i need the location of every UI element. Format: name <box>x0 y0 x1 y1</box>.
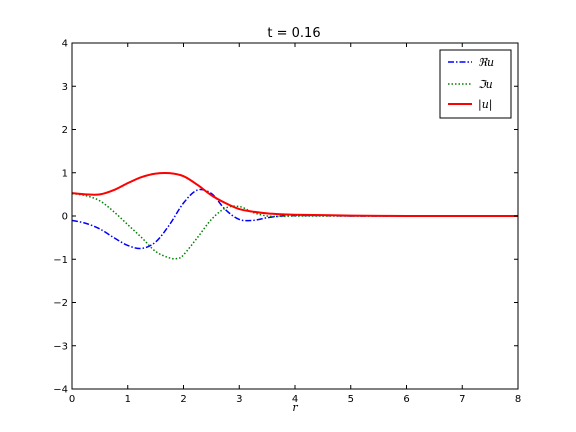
legend-label-imag: ℑu <box>478 78 493 91</box>
legend-box <box>439 49 512 119</box>
series-line-2 <box>71 171 518 218</box>
y-tick-label: 1 <box>62 168 68 179</box>
x-tick-label: 4 <box>292 394 298 405</box>
x-tick-label: 2 <box>180 394 186 405</box>
y-tick-label: 3 <box>62 82 68 93</box>
y-tick-label: −4 <box>53 385 68 396</box>
y-tick-label: 4 <box>62 39 68 50</box>
x-tick-label: 6 <box>403 394 409 405</box>
axis-ticks: 0 1 2 3 4 5 6 7 8 −4 −3 −2 −1 0 1 2 3 4 <box>53 39 521 406</box>
legend: ℜu ℑu |u| <box>439 49 512 119</box>
x-tick-label: 8 <box>515 394 521 405</box>
y-tick-label: 0 <box>62 212 68 223</box>
chart-title: t = 0.16 <box>267 26 320 41</box>
x-tick-label: 0 <box>69 394 75 405</box>
series-layer <box>71 171 518 260</box>
x-tick-label: 7 <box>459 394 465 405</box>
y-tick-label: 2 <box>62 125 68 136</box>
legend-label-abs: |u| <box>478 98 493 112</box>
x-axis-label: r <box>292 401 298 414</box>
x-tick-label: 5 <box>348 394 354 405</box>
x-tick-label: 3 <box>236 394 242 405</box>
x-tick-label: 1 <box>125 394 131 405</box>
y-tick-label: −3 <box>53 341 68 352</box>
y-tick-label: −2 <box>53 298 68 309</box>
y-tick-label: −1 <box>53 255 68 266</box>
legend-label-real: ℜu <box>478 56 494 69</box>
